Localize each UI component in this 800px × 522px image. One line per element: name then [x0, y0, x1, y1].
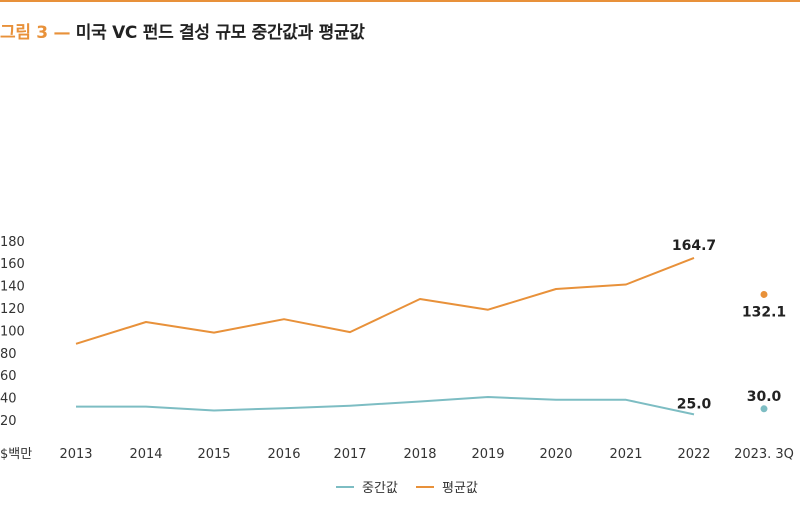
x-tick-label: 2017: [333, 447, 366, 462]
x-tick-label: 2016: [267, 447, 300, 462]
x-tick-label: 2020: [539, 447, 572, 462]
x-tick-label: 2018: [403, 447, 436, 462]
x-tick-label: 2022: [677, 447, 710, 462]
y-tick-label: 60: [0, 369, 17, 384]
series-line-mean: [75, 256, 695, 345]
x-tick-label: 2015: [197, 447, 230, 462]
data-label: 30.0: [747, 389, 782, 405]
chart-title: 그림 3 — 미국 VC 펀드 결성 규모 중간값과 평균값: [0, 18, 365, 43]
top-rule: [0, 0, 800, 2]
y-tick-label: 120: [0, 302, 25, 317]
x-tick-label: 2023. 3Q: [734, 447, 794, 462]
chart-title-text: 미국 VC 펀드 결성 규모 중간값과 평균값: [75, 23, 365, 43]
x-tick-label: 2019: [471, 447, 504, 462]
x-tick-label: 2021: [609, 447, 642, 462]
legend-swatch-median: [336, 485, 354, 488]
series-line-median: [76, 396, 695, 416]
legend-swatch-mean: [416, 485, 434, 488]
legend-item-median: 중간값: [336, 477, 398, 496]
x-tick-label: 2014: [129, 447, 162, 462]
data-point-median-2023-3q: [760, 405, 768, 413]
line-chart: 20 40 60 80 100 120 140 160 180 $백만 2013 2014 2015 20…: [0, 235, 794, 462]
y-tick-label: 100: [0, 324, 25, 339]
y-tick-label: 80: [0, 347, 17, 362]
y-tick-label: 140: [0, 280, 25, 295]
x-tick-label: 2013: [59, 447, 92, 462]
legend-item-mean: 평균값: [416, 477, 478, 496]
y-tick-label: 160: [0, 257, 25, 272]
y-tick-label: 20: [0, 414, 17, 429]
data-label: 25.0: [677, 396, 712, 412]
legend: 중간값 평균값: [0, 477, 800, 497]
data-label: 164.7: [672, 238, 716, 254]
legend-label-mean: 평균값: [442, 481, 478, 496]
legend-label-median: 중간값: [362, 481, 398, 496]
y-tick-label: 40: [0, 392, 17, 407]
data-point-mean-2023-3q: [760, 290, 768, 298]
figure-number: 그림 3 —: [0, 23, 71, 43]
y-axis-unit-label: $백만: [0, 447, 32, 462]
y-tick-label: 180: [0, 235, 25, 250]
data-label: 132.1: [742, 304, 786, 320]
